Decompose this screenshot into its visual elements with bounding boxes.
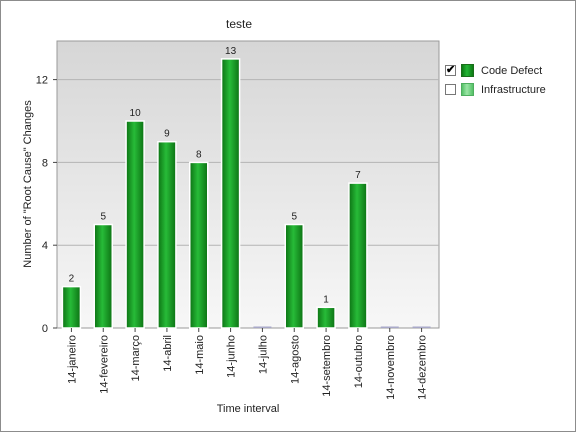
data-label: 1 [323,294,329,305]
code-defect-swatch [461,64,474,77]
bar-14-janeiro[interactable] [62,287,80,328]
y-tick-label: 8 [42,157,48,169]
legend: ✔ Code Defect Infrastructure [445,61,573,99]
bar-14-dezembro[interactable] [413,327,431,329]
y-axis: 0 4 8 12 [36,75,57,335]
data-label: 10 [130,108,142,119]
y-tick-label: 12 [36,75,48,87]
x-tick-label: 14-agosto [289,335,301,384]
x-tick-label: 14-julho [257,335,269,374]
x-tick-label: 14-abril [162,335,174,372]
x-tick-label: 14-março [130,335,142,381]
x-axis-label: Time interval [217,403,280,415]
data-label: 8 [196,149,202,160]
x-tick-label: 14-maio [194,335,206,375]
data-label: 2 [69,274,75,285]
bar-14-agosto[interactable] [285,225,303,329]
legend-label-code-defect: Code Defect [481,65,542,77]
chart-title: teste [226,17,252,31]
y-tick-label: 0 [42,323,48,335]
data-label: 13 [225,46,237,57]
data-label: 5 [100,212,106,223]
bar-14-novembro[interactable] [381,327,399,329]
checkmark-icon: ✔ [446,63,455,77]
code-defect-checkbox[interactable]: ✔ [445,65,456,76]
bar-14-setembro[interactable] [317,307,335,328]
x-tick-label: 14-janeiro [66,335,78,384]
data-label: 5 [291,212,297,223]
x-tick-label: 14-setembro [321,335,333,397]
legend-item-code-defect[interactable]: ✔ Code Defect [445,61,573,80]
data-label: 9 [164,129,170,140]
bar-14-abril[interactable] [158,142,176,328]
legend-label-infrastructure: Infrastructure [481,84,546,96]
bar-14-fevereiro[interactable] [94,225,112,329]
y-axis-label: Number of "Root Cause" Changes [22,100,34,268]
bar-14-julho[interactable] [253,327,271,329]
x-tick-label: 14-fevereiro [98,335,110,394]
bar-14-outubro[interactable] [349,183,367,328]
legend-item-infrastructure[interactable]: Infrastructure [445,80,573,99]
plot-area [57,41,439,328]
bar-14-junho[interactable] [222,59,240,328]
data-label: 7 [355,170,361,181]
infrastructure-swatch [461,83,474,96]
x-tick-label: 14-junho [226,335,238,378]
x-axis: 14-janeiro 14-fevereiro 14-março 14-abril 14… [66,328,428,400]
bar-14-maio[interactable] [190,162,208,328]
x-tick-label: 14-outubro [353,335,365,388]
x-tick-label: 14-novembro [385,335,397,400]
x-tick-label: 14-dezembro [417,335,429,400]
bar-14-março[interactable] [126,121,144,328]
infrastructure-checkbox[interactable] [445,84,456,95]
y-tick-label: 4 [42,240,48,252]
